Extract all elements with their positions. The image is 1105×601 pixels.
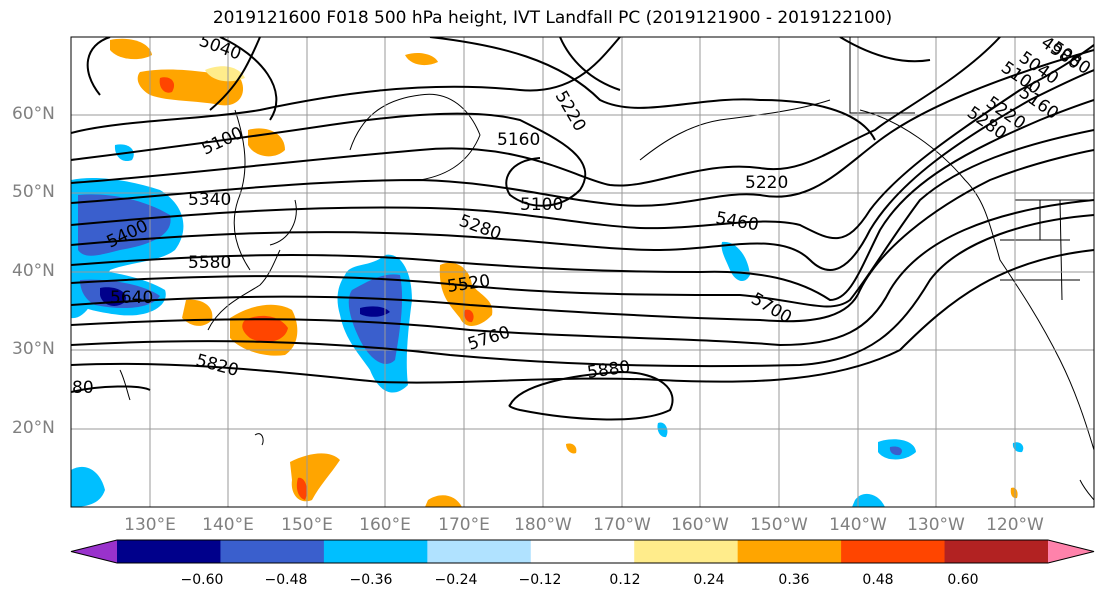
lon-label: 170°W (593, 515, 651, 535)
colorbar-segment (944, 540, 1049, 563)
lon-label: 140°E (202, 515, 254, 535)
contour-label: 5160 (497, 130, 540, 150)
lon-label: 120°W (986, 515, 1044, 535)
colorbar-segment (530, 540, 635, 563)
lon-label: 150°W (750, 515, 808, 535)
colorbar-segment (634, 540, 739, 563)
map-title: 2019121600 F018 500 hPa height, IVT Land… (212, 8, 893, 28)
lat-label: 60°N (12, 104, 55, 124)
lat-label: 40°N (12, 261, 55, 281)
colorbar-segment (737, 540, 842, 563)
lon-label: 130°E (124, 515, 176, 535)
lon-label: 180°W (514, 515, 572, 535)
colorbar-tick-label: −0.36 (349, 572, 393, 588)
colorbar-segment (323, 540, 428, 563)
colorbar-tick-label: 0.36 (778, 572, 810, 588)
colorbar-extend-high (1048, 540, 1094, 563)
colorbar-segment (220, 540, 325, 563)
colorbar-segment (841, 540, 946, 563)
height-contours (71, 37, 1094, 421)
lon-label: 130°W (907, 515, 965, 535)
map-frame (70, 36, 1095, 508)
colorbar-tick-label: 0.12 (609, 572, 641, 588)
colorbar-outline (70, 539, 1095, 564)
colorbar-tick-label: 0.60 (947, 572, 979, 588)
colorbar-tick-label: −0.48 (264, 572, 308, 588)
lat-label: 50°N (12, 182, 55, 202)
lon-label: 160°W (671, 515, 729, 535)
colorbar-extend-low (71, 540, 117, 563)
graticule (71, 37, 1094, 507)
contour-label: 5340 (188, 190, 231, 210)
lon-label: 140°W (829, 515, 887, 535)
contour-label: 5640 (110, 288, 153, 308)
contour-label: 5220 (745, 173, 788, 193)
colorbar-tick-label: 0.48 (862, 572, 894, 588)
colorbar-tick-label: 0.24 (693, 572, 725, 588)
colorbar-tick-label: −0.12 (518, 572, 562, 588)
colorbar-tick-label: −0.60 (180, 572, 224, 588)
lon-label: 170°E (438, 515, 490, 535)
lon-label: 160°E (359, 515, 411, 535)
lat-label: 30°N (12, 339, 55, 359)
colorbar-tick-label: −0.24 (434, 572, 478, 588)
contour-label: 80 (72, 378, 94, 398)
colorbar-segment (117, 540, 221, 563)
colorbar-segment (427, 540, 532, 563)
lon-label: 150°E (281, 515, 333, 535)
contour-label: 5580 (188, 253, 231, 273)
lat-label: 20°N (12, 418, 55, 438)
contour-label: 5100 (520, 195, 563, 215)
